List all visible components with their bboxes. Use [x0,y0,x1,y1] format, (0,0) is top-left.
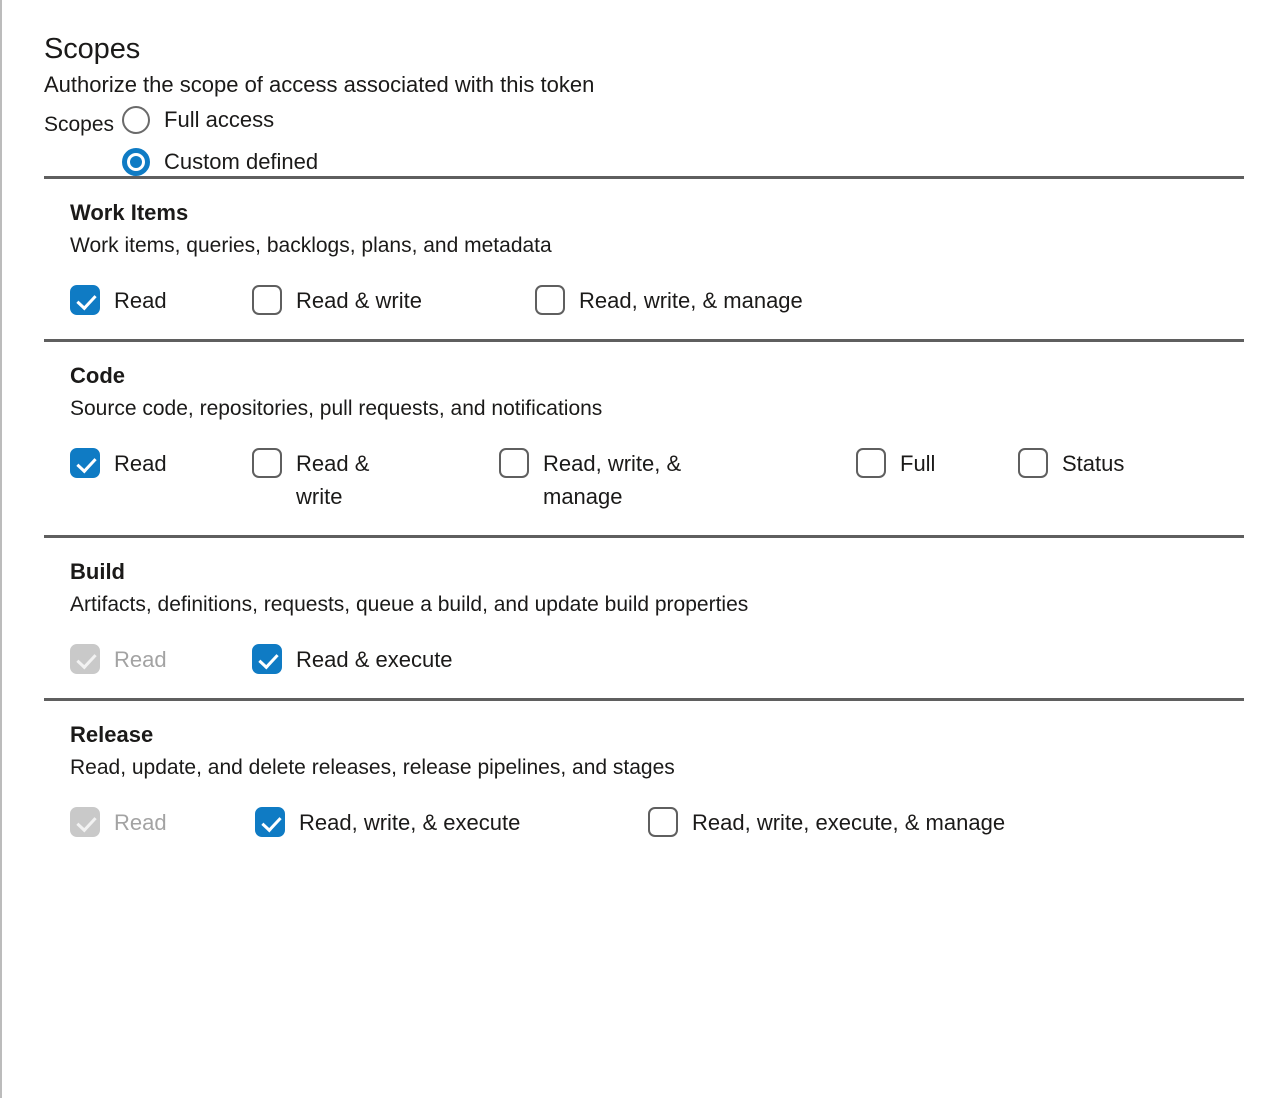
page-title: Scopes [44,33,141,65]
section-title: Code [70,363,125,388]
checkbox-icon[interactable] [499,448,529,478]
checkbox-option-build-read: Read [70,643,252,676]
radio-option-custom-defined[interactable]: Custom defined [122,148,318,176]
radio-icon-full-access[interactable] [122,106,151,134]
checkbox-label: Read [114,647,167,672]
section-title: Release [70,722,154,747]
checkbox-icon[interactable] [252,644,282,674]
section-divider [44,176,1244,179]
section-description: Source code, repositories, pull requests… [70,397,603,420]
checkbox-option-code-status[interactable]: Status [1018,447,1124,480]
checkbox-option-work-items-read-write[interactable]: Read & write [252,284,535,317]
checkbox-icon[interactable] [255,807,285,837]
checkbox-icon[interactable] [535,285,565,315]
section-options: Read Read, write, & execute Read, write,… [70,806,1282,839]
section-release: Release Read, update, and delete release… [44,701,1282,861]
checkbox-option-work-items-read-write-manage[interactable]: Read, write, & manage [535,284,803,317]
checkbox-label: Read [114,288,167,313]
checkbox-option-release-read-write-execute[interactable]: Read, write, & execute [255,806,648,839]
checkbox-label: Read & execute [296,647,453,672]
checkbox-label: Read & write [296,451,370,509]
checkbox-option-code-full[interactable]: Full [856,447,1018,480]
scope-mode-options: Full access Custom defined [114,106,318,176]
section-options: Read Read & write Read, write, & manage [70,284,1282,317]
checkbox-icon [70,807,100,837]
page-subtitle: Authorize the scope of access associated… [44,72,595,97]
checkbox-option-code-read[interactable]: Read [70,447,252,480]
section-code: Code Source code, repositories, pull req… [44,342,1282,535]
scope-mode-label: Scopes [44,113,115,136]
checkbox-label: Read, write, & manage [579,288,803,313]
checkbox-label: Read, write, execute, & manage [692,810,1006,835]
radio-label-full-access: Full access [164,107,275,132]
checkbox-label: Read, write, & manage [543,451,682,509]
checkbox-label: Read [114,451,167,476]
section-options: Read Read & execute [70,643,1282,676]
radio-option-full-access[interactable]: Full access [122,106,318,134]
scope-mode-group: Scopes Full access Custom defined [2,100,1282,176]
checkbox-label: Status [1062,451,1125,476]
radio-label-custom-defined: Custom defined [164,149,319,174]
checkbox-label: Read [114,810,167,835]
checkbox-option-code-read-write[interactable]: Read & write [252,447,499,513]
section-work-items: Work Items Work items, queries, backlogs… [44,179,1282,339]
checkbox-option-code-read-write-manage[interactable]: Read, write, & manage [499,447,856,513]
radio-icon-custom-defined[interactable] [122,148,151,176]
section-divider [44,535,1244,538]
checkbox-label: Read & write [296,288,422,313]
checkbox-icon[interactable] [70,448,100,478]
section-divider [44,698,1244,701]
checkbox-option-work-items-read[interactable]: Read [70,284,252,317]
panel-header: Scopes Authorize the scope of access ass… [2,0,1282,100]
checkbox-option-build-read-execute[interactable]: Read & execute [252,643,453,676]
checkbox-icon[interactable] [252,448,282,478]
checkbox-icon[interactable] [1018,448,1048,478]
checkbox-option-release-read-write-execute-manage[interactable]: Read, write, execute, & manage [648,806,1005,839]
checkbox-icon[interactable] [856,448,886,478]
checkbox-label: Read, write, & execute [299,810,521,835]
checkbox-icon[interactable] [252,285,282,315]
checkbox-icon [70,644,100,674]
checkbox-option-release-read: Read [70,806,255,839]
section-title: Work Items [70,200,189,225]
section-options: Read Read & write Read, write, & manage … [70,447,1282,513]
checkbox-icon[interactable] [648,807,678,837]
section-divider [44,339,1244,342]
section-title: Build [70,559,125,584]
section-description: Read, update, and delete releases, relea… [70,756,675,779]
checkbox-label: Full [900,451,936,476]
section-description: Work items, queries, backlogs, plans, an… [70,234,552,257]
section-description: Artifacts, definitions, requests, queue … [70,593,749,616]
section-build: Build Artifacts, definitions, requests, … [44,538,1282,698]
checkbox-icon[interactable] [70,285,100,315]
scope-sections: Work Items Work items, queries, backlogs… [2,176,1282,861]
